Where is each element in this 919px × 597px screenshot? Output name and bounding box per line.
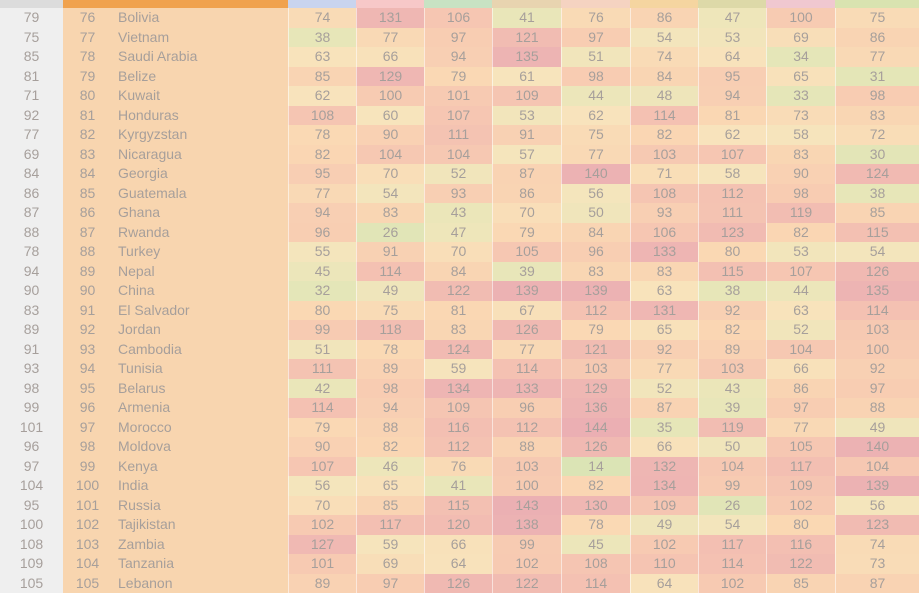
header-strip-segment (112, 0, 288, 8)
header-strip-segment (288, 0, 356, 8)
row-divider (0, 417, 919, 437)
row-divider (0, 183, 919, 203)
ranking-table: 7976Bolivia7413110641768647100757577Viet… (0, 8, 919, 593)
table-row: 10197Morocco7988116112144351197749 (0, 417, 919, 437)
row-divider (0, 8, 919, 28)
row-divider (0, 222, 919, 242)
table-row: 8992Jordan991188312679658252103 (0, 320, 919, 340)
row-divider (0, 300, 919, 320)
row-divider (0, 554, 919, 574)
row-divider (0, 47, 919, 67)
row-divider (0, 261, 919, 281)
table-row: 9895Belarus429813413312952438697 (0, 378, 919, 398)
row-divider (0, 242, 919, 262)
table-row: 8391El Salvador807581671121319263114 (0, 300, 919, 320)
table-row: 9193Cambodia5178124771219289104100 (0, 339, 919, 359)
row-divider (0, 86, 919, 106)
row-divider (0, 378, 919, 398)
table-row: 8786Ghana94834370509311111985 (0, 203, 919, 223)
row-divider (0, 339, 919, 359)
row-divider (0, 437, 919, 457)
row-divider (0, 398, 919, 418)
row-divider (0, 105, 919, 125)
header-strip-segment (356, 0, 424, 8)
row-divider (0, 125, 919, 145)
table-row: 7976Bolivia741311064176864710075 (0, 8, 919, 28)
table-row: 9394Tunisia1118959114103771036692 (0, 359, 919, 379)
header-strip (0, 0, 919, 8)
table-row: 8685Guatemala77549386561081129838 (0, 183, 919, 203)
row-divider (0, 203, 919, 223)
table-row: 6983Nicaragua8210410457771031078330 (0, 144, 919, 164)
row-divider (0, 476, 919, 496)
table-row: 9698Moldova9082112881266650105140 (0, 437, 919, 457)
table-row: 7577Vietnam3877971219754536986 (0, 27, 919, 47)
header-strip-segment (0, 0, 63, 8)
header-strip-segment (63, 0, 112, 8)
row-divider (0, 320, 919, 340)
header-strip-segment (835, 0, 919, 8)
header-strip-segment (424, 0, 492, 8)
table-row: 105105Lebanon8997126122114641028587 (0, 573, 919, 593)
row-divider (0, 281, 919, 301)
table-row: 9090China3249122139139633844135 (0, 281, 919, 301)
table-row: 9281Honduras108601075362114817383 (0, 105, 919, 125)
header-strip-segment (561, 0, 630, 8)
table-row: 104100India5665411008213499109139 (0, 476, 919, 496)
row-divider (0, 164, 919, 184)
table-row: 108103Zambia1275966994510211711674 (0, 534, 919, 554)
row-divider (0, 144, 919, 164)
row-divider (0, 27, 919, 47)
table-row: 95101Russia70851151431301092610256 (0, 495, 919, 515)
table-row: 7180Kuwait621001011094448943398 (0, 86, 919, 106)
table-row: 8578Saudi Arabia6366941355174643477 (0, 47, 919, 67)
table-row: 9996Armenia114941099613687399788 (0, 398, 919, 418)
table-row: 8887Rwanda962647798410612382115 (0, 222, 919, 242)
row-divider (0, 495, 919, 515)
row-divider (0, 534, 919, 554)
row-divider (0, 456, 919, 476)
table-row: 7782Kyrgyzstan7890111917582625872 (0, 125, 919, 145)
header-strip-segment (630, 0, 698, 8)
row-divider (0, 573, 919, 593)
table-row: 9799Kenya107467610314132104117104 (0, 456, 919, 476)
table-row: 7888Turkey55917010596133805354 (0, 242, 919, 262)
table-row: 8484Georgia95705287140715890124 (0, 164, 919, 184)
table-row: 9489Nepal4511484398383115107126 (0, 261, 919, 281)
row-divider (0, 515, 919, 535)
table-row: 109104Tanzania101696410210811011412273 (0, 554, 919, 574)
header-strip-segment (766, 0, 835, 8)
header-strip-segment (698, 0, 766, 8)
table-row: 8179Belize8512979619884956531 (0, 66, 919, 86)
row-divider (0, 66, 919, 86)
header-strip-segment (492, 0, 561, 8)
table-row: 100102Tajikistan10211712013878495480123 (0, 515, 919, 535)
row-divider (0, 359, 919, 379)
